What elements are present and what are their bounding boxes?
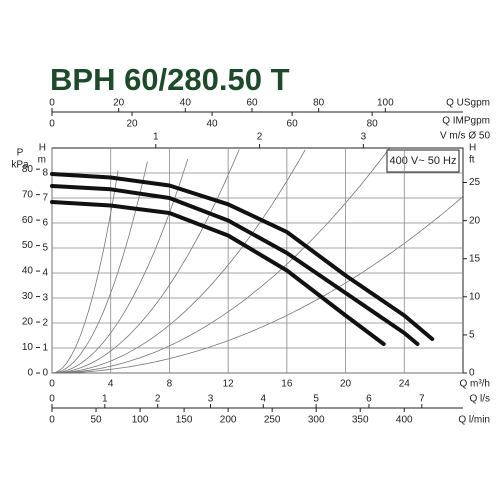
top-tick-label: 100 bbox=[377, 98, 394, 109]
y2-axis-label: H bbox=[469, 143, 476, 154]
top-tick-label: 2 bbox=[257, 132, 263, 143]
system-curve bbox=[51, 161, 148, 374]
y-tick-label: 2 bbox=[42, 318, 48, 329]
y-tick-label: 0 bbox=[42, 368, 48, 379]
y-tick-label: 1 bbox=[42, 343, 48, 354]
x-tick-label: 24 bbox=[399, 379, 411, 390]
top-tick-label: 80 bbox=[367, 119, 379, 130]
y-tick-label: 5 bbox=[42, 243, 48, 254]
y2-tick-label: 0 bbox=[469, 368, 475, 379]
annotation: 400 V~ 50 Hz bbox=[390, 155, 457, 167]
bottom-tick-label: 0 bbox=[49, 394, 55, 405]
system-curve bbox=[52, 149, 306, 374]
top-axis-label: V m/s Ø 50 bbox=[440, 131, 490, 142]
y-tick-label: 8 bbox=[42, 168, 48, 179]
plot-frame bbox=[51, 147, 464, 374]
kpa-tick-label: 50 bbox=[22, 240, 34, 251]
top-axis-label: Q USgpm bbox=[446, 98, 490, 109]
bottom-tick-label: 350 bbox=[352, 415, 369, 426]
top-tick-label: 60 bbox=[246, 98, 258, 109]
bottom-tick-label: 100 bbox=[132, 415, 149, 426]
chart-title: BPH 60/280.50 T bbox=[50, 62, 290, 97]
bottom-tick-label: 3 bbox=[208, 394, 214, 405]
bottom-tick-label: 0 bbox=[49, 415, 55, 426]
top-tick-label: 20 bbox=[113, 98, 125, 109]
system-curve bbox=[52, 196, 464, 374]
system-curve bbox=[51, 170, 119, 374]
kpa-tick-label: 10 bbox=[22, 342, 34, 353]
bottom-tick-label: 50 bbox=[90, 415, 102, 426]
bottom-tick-label: 200 bbox=[220, 415, 237, 426]
x-tick-label: 0 bbox=[49, 379, 55, 390]
y-tick-label: 4 bbox=[42, 268, 48, 279]
kpa-tick-label: 70 bbox=[22, 189, 34, 200]
x-tick-label: 4 bbox=[108, 379, 114, 390]
annotation-box bbox=[386, 149, 460, 173]
bottom-tick-label: 250 bbox=[264, 415, 281, 426]
x-axis-label: Q m³/h bbox=[459, 379, 490, 390]
x-tick-label: 16 bbox=[281, 379, 293, 390]
top-tick-label: 0 bbox=[49, 119, 55, 130]
bottom-tick-label: 1 bbox=[102, 394, 108, 405]
x-tick-label: 20 bbox=[340, 379, 352, 390]
y-tick-label: 7 bbox=[42, 193, 48, 204]
top-tick-label: 60 bbox=[287, 119, 299, 130]
y-tick-label: 6 bbox=[42, 218, 48, 229]
system-curve bbox=[51, 149, 240, 374]
y2-tick-label: 20 bbox=[469, 215, 481, 226]
bottom-tick-label: 4 bbox=[261, 394, 267, 405]
top-axis-label: Q IMPgpm bbox=[442, 116, 490, 127]
pump-curve bbox=[50, 172, 435, 341]
y2-tick-label: 10 bbox=[469, 291, 481, 302]
bottom-axis-label: Q l/min bbox=[458, 415, 490, 426]
kpa-axis-label: kPa bbox=[11, 160, 29, 171]
kpa-tick-label: 40 bbox=[22, 266, 34, 277]
y-tick-label: 3 bbox=[42, 293, 48, 304]
system-curves bbox=[51, 147, 464, 374]
top-tick-label: 3 bbox=[361, 132, 367, 143]
top-tick-label: 1 bbox=[153, 132, 159, 143]
system-curve bbox=[51, 158, 189, 374]
bottom-tick-label: 5 bbox=[313, 394, 319, 405]
top-tick-label: 40 bbox=[180, 98, 192, 109]
kpa-axis-label: P bbox=[17, 148, 24, 159]
bottom-tick-label: 7 bbox=[419, 394, 425, 405]
top-tick-label: 40 bbox=[207, 119, 219, 130]
y-axis-label: H bbox=[39, 143, 46, 154]
kpa-tick-label: 60 bbox=[22, 215, 34, 226]
kpa-tick-label: 0 bbox=[27, 368, 33, 379]
pump-curve bbox=[50, 184, 420, 346]
y-axis-label: m bbox=[38, 155, 46, 166]
bottom-tick-label: 150 bbox=[176, 415, 193, 426]
bottom-tick-label: 300 bbox=[308, 415, 325, 426]
top-tick-label: 80 bbox=[313, 98, 325, 109]
x-tick-label: 8 bbox=[167, 379, 173, 390]
y2-tick-label: 15 bbox=[469, 253, 481, 264]
y2-tick-label: 5 bbox=[469, 330, 475, 341]
top-tick-label: 0 bbox=[49, 98, 55, 109]
bottom-tick-label: 2 bbox=[155, 394, 161, 405]
bottom-tick-label: 400 bbox=[396, 415, 413, 426]
bottom-axis-label: Q l/s bbox=[469, 394, 490, 405]
kpa-tick-label: 20 bbox=[22, 317, 34, 328]
kpa-tick-label: 80 bbox=[22, 164, 34, 175]
top-tick-label: 20 bbox=[126, 119, 138, 130]
system-curve bbox=[52, 147, 390, 374]
y2-tick-label: 25 bbox=[469, 177, 481, 188]
kpa-tick-label: 30 bbox=[22, 291, 34, 302]
bottom-tick-label: 6 bbox=[366, 394, 372, 405]
pump-curve bbox=[50, 200, 386, 346]
y2-axis-label: ft bbox=[469, 155, 475, 166]
x-tick-label: 12 bbox=[223, 379, 235, 390]
